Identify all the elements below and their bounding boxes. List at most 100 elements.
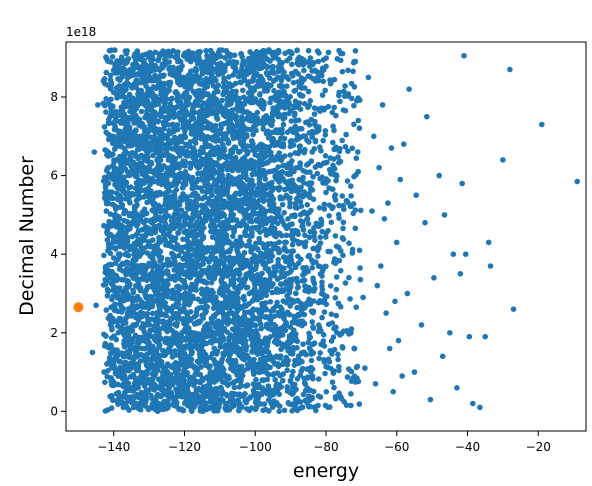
data-point [281, 69, 287, 75]
data-point [282, 50, 288, 57]
data-point [177, 286, 183, 292]
data-point [212, 360, 218, 366]
data-point [256, 235, 263, 242]
data-point [162, 237, 168, 243]
data-point [149, 101, 155, 108]
data-point [141, 124, 147, 130]
data-point [111, 285, 118, 292]
data-point [311, 105, 318, 111]
data-point [340, 252, 346, 259]
data-point [270, 105, 276, 111]
data-point [165, 48, 172, 55]
data-point [192, 366, 198, 372]
data-point [192, 140, 199, 146]
data-point [145, 242, 152, 249]
data-point [271, 371, 277, 377]
data-point [101, 252, 107, 259]
data-point [214, 115, 220, 121]
data-point [250, 306, 256, 313]
data-point [158, 302, 165, 308]
data-point [263, 249, 270, 255]
data-point [205, 164, 211, 170]
data-point [192, 371, 198, 378]
data-point [202, 299, 208, 305]
data-point [283, 192, 290, 199]
data-point [289, 408, 295, 414]
data-point [207, 363, 213, 369]
data-point [228, 309, 235, 316]
data-point [117, 159, 123, 165]
data-point [315, 376, 322, 382]
data-point [217, 384, 224, 391]
data-point [312, 237, 318, 244]
data-point [254, 246, 261, 253]
data-point [121, 338, 128, 344]
data-point [315, 58, 322, 65]
data-point [233, 304, 239, 310]
data-point [138, 152, 145, 159]
data-point [280, 92, 287, 99]
data-point [284, 384, 291, 390]
data-point [233, 190, 239, 197]
data-point [252, 151, 258, 158]
data-point [315, 77, 322, 84]
data-point [288, 137, 295, 144]
data-point [297, 187, 303, 193]
data-point [235, 148, 242, 155]
data-point [357, 97, 363, 103]
data-point [137, 358, 144, 364]
data-point [141, 206, 148, 212]
data-point [302, 287, 308, 294]
data-point [255, 258, 262, 265]
data-point [158, 272, 164, 279]
data-point [207, 222, 214, 229]
data-point [322, 87, 329, 94]
data-point [226, 381, 232, 388]
data-point [142, 61, 149, 68]
data-point [302, 232, 308, 239]
data-point [260, 126, 267, 132]
data-point [342, 144, 349, 150]
data-point [321, 359, 328, 365]
data-point [330, 162, 336, 169]
data-point [264, 88, 271, 94]
data-point [279, 201, 286, 208]
data-point [340, 225, 346, 232]
data-point [347, 296, 353, 302]
data-point [244, 382, 251, 388]
data-point [212, 337, 219, 344]
data-point [308, 158, 315, 164]
data-point [125, 189, 131, 196]
data-point [164, 174, 170, 180]
data-point [113, 245, 119, 251]
data-point [330, 123, 336, 130]
data-point [143, 112, 150, 118]
data-point [129, 167, 135, 174]
data-point [263, 306, 270, 313]
data-point [103, 69, 110, 76]
data-point [309, 319, 316, 325]
data-point [197, 354, 203, 361]
data-point [232, 176, 239, 182]
y-offset-text: 1e18 [66, 25, 96, 39]
data-point [195, 76, 201, 82]
data-point [198, 364, 204, 370]
data-point [310, 59, 317, 66]
data-point [110, 255, 117, 261]
data-point [330, 370, 337, 377]
data-point [133, 135, 140, 142]
data-point [103, 96, 109, 102]
data-point [102, 340, 109, 347]
data-point [104, 82, 110, 88]
data-point [351, 345, 358, 352]
data-point [348, 326, 355, 332]
data-point [322, 370, 328, 377]
data-point [220, 397, 226, 403]
data-point [162, 52, 169, 58]
data-point [268, 82, 274, 89]
data-point [178, 207, 185, 213]
data-point [323, 364, 329, 370]
data-point [180, 269, 187, 275]
data-point [312, 164, 319, 170]
